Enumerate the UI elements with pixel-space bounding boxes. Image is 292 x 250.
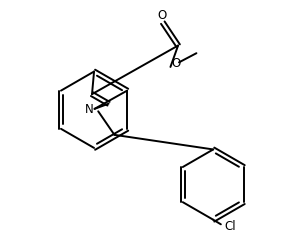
Text: Cl: Cl: [225, 220, 237, 233]
Text: O: O: [158, 10, 167, 22]
Text: O: O: [171, 57, 180, 70]
Text: N: N: [85, 103, 93, 116]
